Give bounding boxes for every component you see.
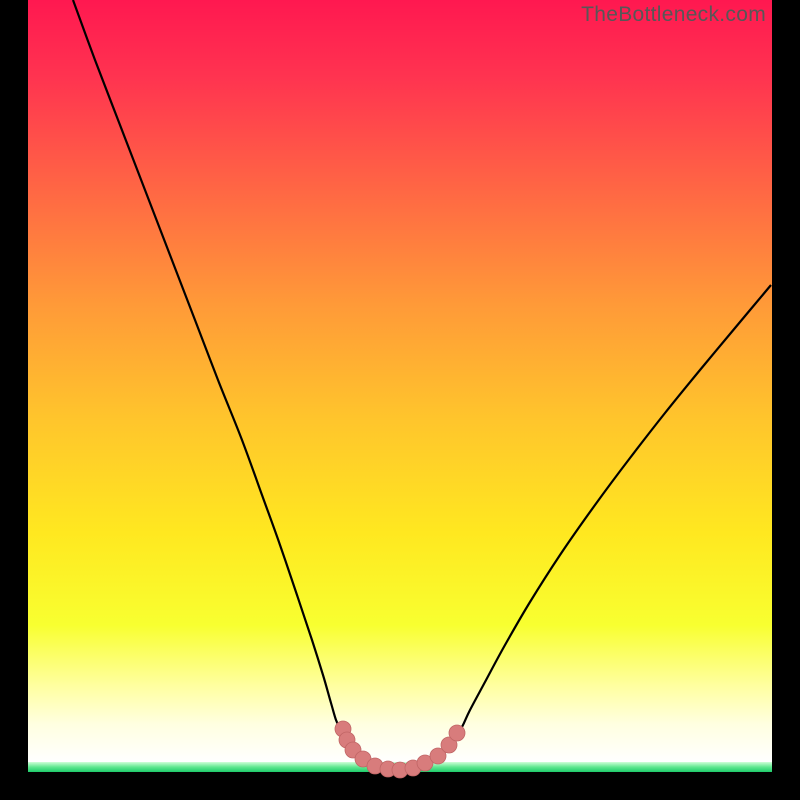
frame-border-bottom	[28, 772, 772, 800]
heat-gradient-background	[28, 0, 772, 762]
watermark-text: TheBottleneck.com	[581, 3, 766, 27]
green-optimal-band	[28, 762, 772, 772]
frame-border-right	[772, 0, 800, 800]
frame-border-left	[0, 0, 28, 800]
chart-stage: TheBottleneck.com	[0, 0, 800, 800]
